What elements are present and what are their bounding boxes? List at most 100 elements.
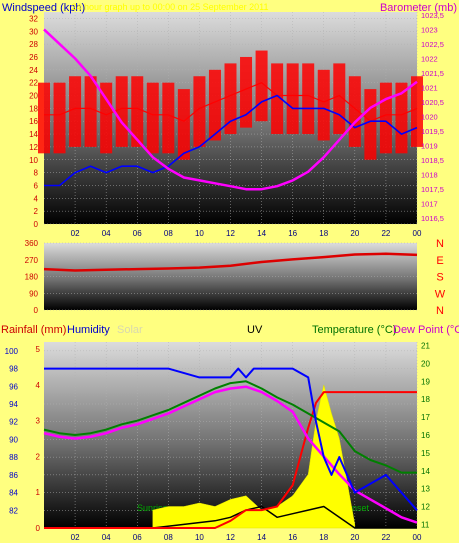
rain-tick-label: 4 [36,381,41,390]
y2-tick-label: 1017 [421,200,438,209]
y-tick-label: 24 [29,66,38,75]
y-tick-label: 32 [29,14,38,23]
y2-tick-label: 1017,5 [421,185,444,194]
gust-range-bar [177,89,190,160]
y2-tick-label: 1020,5 [421,98,444,107]
humidity-tick-label: 86 [9,471,18,480]
y2-tick-label: 1018,5 [421,156,444,165]
y2-tick-label: 1018 [421,171,438,180]
gust-range-bar [131,76,144,147]
y-tick-label: 18 [29,104,38,113]
compass-label: W [435,288,446,300]
temp-tick-label: 20 [421,359,430,368]
x-tick-label: 22 [381,533,390,542]
rainfall-mm-line [44,391,417,529]
x-tick-label: 08 [164,229,173,238]
compass-label: S [436,272,443,284]
rain-tick-label: 0 [36,524,41,533]
gust-range-bar [146,82,159,154]
gust-range-bar [379,82,392,154]
humidity-label: Humidity [67,324,110,336]
windspeed-axis-label: Windspeed (kph) [2,2,85,14]
sunrise-annotation: Sunrise [137,503,168,513]
x-tick-label: 04 [102,533,111,542]
solar-label: Solar [117,324,143,336]
gust-range-bar [69,76,82,147]
barometer-line [43,28,418,191]
gust-range-bar [255,50,268,122]
x-tick-label: 12 [226,533,235,542]
gust-range-bar [317,69,330,141]
gust-range-bar [53,82,66,154]
uv-line [44,505,417,529]
x-tick-label: 16 [288,533,297,542]
gust-range-bar [193,76,206,147]
direction-tick-label: 270 [25,256,39,265]
gust-range-bar [240,56,253,128]
humidity-tick-label: 82 [9,506,18,515]
x-tick-label: 02 [71,533,80,542]
humidity-tick-label: 94 [9,400,18,409]
humidity-tick-label: 90 [9,435,18,444]
humidity-tick-label: 92 [9,418,18,427]
y2-tick-label: 1019,5 [421,127,444,136]
y-tick-label: 16 [29,117,38,126]
y-tick-label: 26 [29,53,38,62]
gust-range-bar [286,63,299,135]
y2-tick-label: 1016,5 [421,214,444,223]
windspeed-gust-line [44,82,418,122]
gust-range-bar [348,76,361,147]
gust-range-bar [162,82,175,154]
gust-range-bar [38,82,50,154]
x-tick-label: 00 [413,533,422,542]
x-tick-label: 12 [226,229,235,238]
y-tick-label: 22 [29,79,38,88]
compass-label: N [436,305,444,317]
x-tick-label: 22 [381,229,390,238]
x-tick-label: 08 [164,533,173,542]
y-tick-label: 2 [34,207,39,216]
x-tick-label: 14 [257,229,266,238]
compass-label: N [436,238,444,250]
uv-label: UV [247,324,263,336]
windspeed-average-line [44,94,418,187]
humidity-tick-label: 88 [9,453,18,462]
temp-tick-label: 16 [421,431,430,440]
x-tick-label: 20 [350,533,359,542]
x-tick-label: 04 [102,229,111,238]
humidity-tick-label: 84 [9,489,18,498]
temp-tick-label: 11 [421,520,430,529]
y-tick-label: 6 [34,181,39,190]
rain-tick-label: 5 [36,345,41,354]
humidity-tick-label: 96 [9,382,18,391]
x-tick-label: 06 [133,229,142,238]
y-tick-label: 20 [29,92,38,101]
y2-tick-label: 1021 [421,84,438,93]
temp-tick-label: 18 [421,395,430,404]
y2-tick-label: 1021,5 [421,69,444,78]
barometer-axis-label: Barometer (mb) [380,2,457,14]
temperature-c-line [43,380,417,474]
chart-title: 24 hour graph up to 00:00 on 25 Septembe… [72,2,269,12]
temp-tick-label: 21 [421,342,430,351]
direction-tick-label: 0 [34,306,39,315]
humidity-line [44,367,418,511]
x-tick-label: 06 [133,533,142,542]
x-tick-label: 00 [413,229,422,238]
gust-range-bar [364,89,377,160]
y2-tick-label: 1022 [421,54,438,63]
x-tick-label: 10 [195,533,204,542]
gust-range-bar [271,63,284,135]
temp-tick-label: 17 [421,413,430,422]
sunset-annotation: Sunset [341,503,370,513]
wind-direction-line [43,252,418,272]
gust-range-bar [224,63,237,135]
y-tick-label: 14 [29,130,38,139]
temp-tick-label: 13 [421,485,430,494]
direction-tick-label: 180 [25,273,39,282]
direction-tick-label: 90 [29,289,38,298]
rain-tick-label: 2 [36,452,41,461]
y-tick-label: 8 [34,169,39,178]
gust-range-bar [395,82,408,154]
y2-tick-label: 1023 [421,25,438,34]
